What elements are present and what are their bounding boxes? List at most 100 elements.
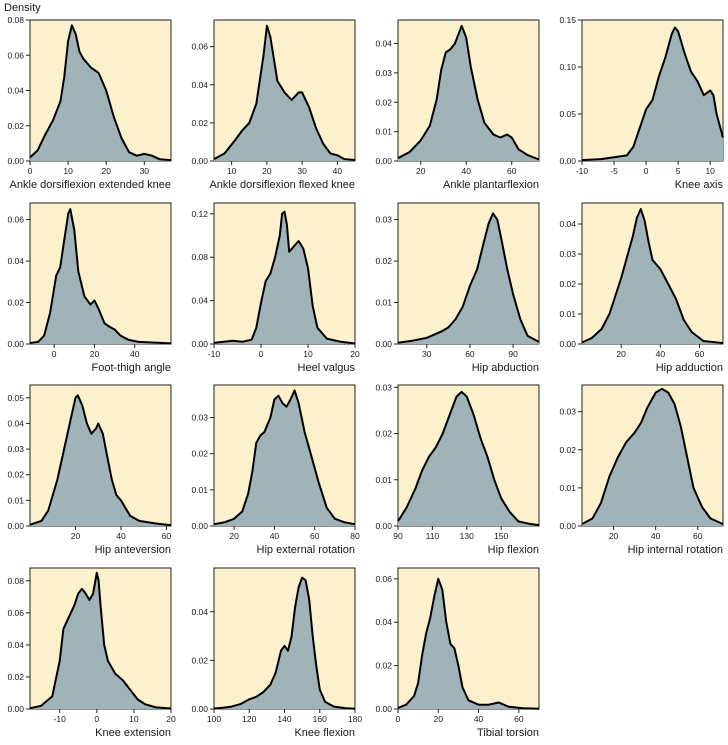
x-tick-label: 40: [461, 166, 471, 176]
y-tick-label: 0.02: [191, 449, 208, 459]
density-panel: 10 20 30 40 0.00 0.02 0.04 0.06 Ankle dorsiflexi…: [191, 19, 356, 191]
density-area: [398, 213, 539, 344]
y-tick-label: 0.00: [559, 156, 576, 166]
density-panel: 0 20 40 60 0.00 0.02 0.04 0.06 Tibial torsion: [375, 567, 540, 739]
density-area: [398, 578, 539, 709]
x-axis-label: Knee axis: [675, 179, 724, 191]
x-tick-label: 0: [644, 166, 649, 176]
x-tick-label: 20: [262, 166, 272, 176]
x-axis-label: Knee extension: [95, 727, 171, 739]
y-tick-label: 0.01: [375, 475, 392, 485]
y-tick-label: 0.02: [375, 429, 392, 439]
y-tick-label: 0.02: [7, 121, 24, 131]
y-tick-label: 0.10: [559, 62, 576, 72]
x-axis-label: Heel valgus: [298, 362, 356, 374]
y-tick-label: 0.00: [191, 521, 208, 531]
density-curve: [29, 394, 172, 527]
y-tick-label: 0.06: [7, 50, 24, 60]
x-tick-label: 60: [695, 349, 705, 359]
density-area: [582, 27, 723, 161]
y-tick-label: 0.02: [375, 97, 392, 107]
y-tick-label: 0.03: [375, 68, 392, 78]
x-tick-label: 120: [242, 714, 256, 724]
x-tick-label: 20: [434, 714, 444, 724]
x-tick-label: 90: [393, 531, 403, 541]
density-panel: 30 60 90 0.00 0.01 0.02 0.03 Hip abduction: [375, 202, 540, 374]
x-tick-label: 40: [116, 531, 126, 541]
y-tick-label: 0.02: [7, 470, 24, 480]
y-tick-label: 0.03: [559, 249, 576, 259]
y-tick-label: 0.12: [191, 209, 208, 219]
density-curve: [581, 208, 724, 345]
y-tick-label: 0.00: [7, 156, 24, 166]
x-tick-label: 90: [508, 349, 518, 359]
x-tick-label: 80: [350, 531, 360, 541]
density-curve: [213, 389, 356, 526]
density-panel: 20 40 60 0.00 0.01 0.02 0.03 Hip internal rotat…: [559, 384, 724, 556]
x-tick-label: 0: [259, 349, 264, 359]
y-tick-label: 0.02: [375, 661, 392, 671]
density-curve: [29, 24, 172, 162]
x-axis-label: Hip flexion: [488, 544, 539, 556]
x-tick-label: 0: [28, 166, 33, 176]
y-tick-label: 0.04: [375, 39, 392, 49]
y-tick-label: 0.04: [191, 296, 208, 306]
y-tick-label: 0.03: [375, 382, 392, 392]
density-curve: [397, 577, 540, 710]
x-tick-label: 140: [277, 714, 291, 724]
y-tick-label: 0.03: [7, 444, 24, 454]
y-tick-label: 0.04: [7, 86, 24, 96]
density-area: [214, 577, 355, 709]
y-tick-label: 0.06: [7, 215, 24, 225]
x-tick-label: 180: [348, 714, 362, 724]
x-tick-label: 10: [63, 166, 73, 176]
x-tick-label: 0: [52, 349, 57, 359]
y-tick-label: 0.00: [375, 156, 392, 166]
y-tick-label: 0.06: [7, 608, 24, 618]
x-tick-label: 5: [676, 166, 681, 176]
density-curve: [397, 390, 540, 527]
x-tick-label: 10: [129, 714, 139, 724]
y-tick-label: 0.00: [191, 156, 208, 166]
x-tick-label: 10: [705, 166, 715, 176]
x-axis-label: Hip abduction: [472, 362, 539, 374]
x-tick-label: 30: [297, 166, 307, 176]
x-tick-label: 40: [270, 531, 280, 541]
y-tick-label: 0.05: [7, 393, 24, 403]
x-axis-label: Ankle dorsiflexion extended knee: [10, 179, 171, 191]
density-panel: 0 10 20 30 0.00 0.02 0.04 0.06 0.08 Ankle dorsifl…: [7, 15, 172, 191]
x-tick-label: 20: [101, 166, 111, 176]
x-tick-label: 60: [514, 714, 524, 724]
y-tick-label: 0.01: [375, 298, 392, 308]
y-tick-label: 0.08: [7, 576, 24, 586]
x-axis-label: Hip adduction: [656, 362, 723, 374]
x-tick-label: 150: [494, 531, 508, 541]
density-curve: [397, 24, 540, 161]
y-tick-label: 0.01: [191, 485, 208, 495]
y-tick-label: 0.04: [375, 617, 392, 627]
density-panel: 20 40 60 0.00 0.01 0.02 0.03 0.04 Hip adduction: [559, 202, 724, 374]
x-tick-label: 20: [616, 349, 626, 359]
x-axis-label: Tibial torsion: [477, 727, 539, 739]
y-tick-label: 0.00: [7, 521, 24, 531]
x-tick-label: -5: [610, 166, 618, 176]
x-tick-label: 40: [130, 349, 140, 359]
density-curve: [397, 212, 540, 344]
y-tick-label: 0.03: [559, 407, 576, 417]
density-area: [398, 25, 539, 162]
x-tick-label: 60: [162, 531, 172, 541]
y-tick-label: 0.04: [7, 418, 24, 428]
density-curve: [29, 208, 172, 345]
density-area: [214, 211, 355, 344]
x-tick-label: 20: [229, 531, 239, 541]
x-tick-label: 20: [350, 349, 360, 359]
density-panel: -10 0 10 20 0.00 0.04 0.08 0.12 Heel valgus: [191, 202, 360, 374]
x-tick-label: 60: [693, 531, 703, 541]
y-tick-label: 0.03: [375, 215, 392, 225]
x-axis-label: Ankle dorsiflexion flexed knee: [209, 179, 355, 191]
x-axis-label: Knee flexion: [294, 727, 355, 739]
y-tick-label: 0.02: [559, 279, 576, 289]
x-tick-label: -10: [54, 714, 67, 724]
x-tick-label: 20: [416, 166, 426, 176]
x-tick-label: 60: [507, 166, 517, 176]
